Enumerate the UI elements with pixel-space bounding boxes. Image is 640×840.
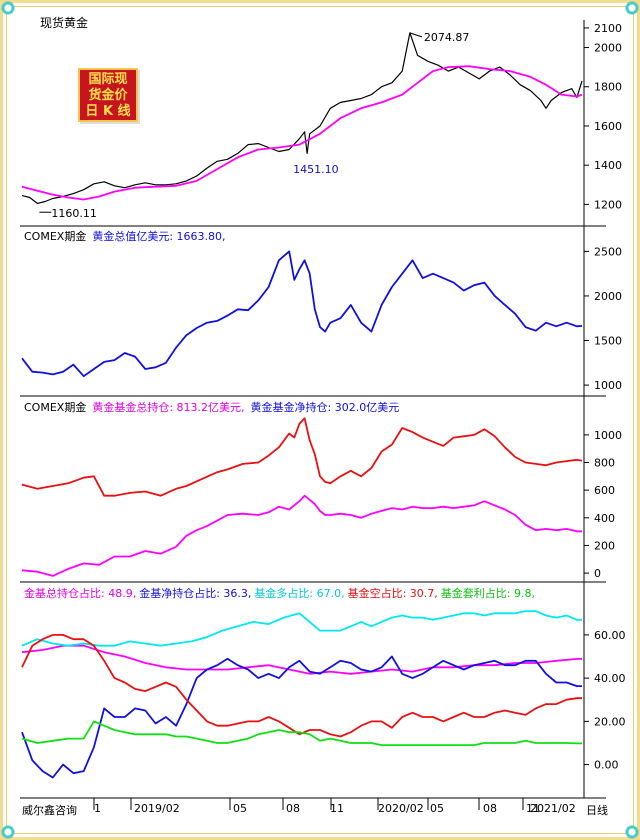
annotation-dip: 1451.10	[293, 163, 339, 176]
y-tick-label: 2000	[594, 290, 622, 303]
y-tick-label: 0	[594, 567, 601, 580]
y-tick-label: 2000	[594, 42, 622, 55]
y-tick-label: 0.00	[594, 759, 619, 772]
legend-short-ratio: 基金空占比: 30.7,	[347, 587, 438, 600]
y-tick-label: 800	[594, 457, 615, 470]
panel3-header-label: COMEX期金	[24, 401, 87, 414]
time-axis-footer: 威尔鑫咨询 日线	[20, 800, 608, 817]
y-tick-label: 1500	[594, 335, 622, 348]
corner-ornament	[624, 824, 640, 840]
x-tick-label: 05	[233, 802, 247, 815]
y-tick-label: 1000	[594, 379, 622, 392]
y-tick-label: 1600	[594, 120, 622, 133]
inner-frame	[6, 6, 634, 834]
y-tick-label: 2500	[594, 245, 622, 258]
x-tick-label: 2019/02	[134, 802, 180, 815]
x-tick-label: 08	[483, 802, 497, 815]
panel2-header-value: 黄金总值亿美元: 1663.80,	[92, 230, 226, 243]
badge-line: 货金价	[88, 88, 128, 103]
annotation-high: 2074.87	[424, 31, 470, 44]
panel3-header-total: 黄金基金总持仓: 813.2亿美元,	[92, 401, 245, 414]
series-line-cyan	[21, 610, 582, 647]
series-line-magenta	[21, 494, 582, 577]
y-tick-label: 400	[594, 512, 615, 525]
series-line-magenta	[21, 644, 582, 675]
corner-ornament	[0, 824, 16, 840]
panel3-header-net: 黄金基金净持仓: 302.0亿美元	[250, 401, 400, 414]
y-tick-label: 1800	[594, 81, 622, 94]
corner-ornament	[624, 0, 640, 16]
y-tick-label: 600	[594, 484, 615, 497]
x-tick-label: 2021/02	[530, 802, 576, 815]
panel2-header: COMEX期金 黄金总值亿美元: 1663.80,	[24, 228, 232, 244]
series-line-blue	[21, 655, 582, 779]
footer-period: 日线	[586, 804, 608, 817]
y-tick-label: 20.00	[594, 715, 626, 728]
x-tick-label: 11	[330, 802, 344, 815]
badge-line: 国际现	[88, 72, 128, 87]
series-line-green	[21, 720, 582, 746]
legend-long-ratio: 基金多占比: 67.0,	[254, 587, 345, 600]
legend-arb-ratio: 基金套利占比: 9.8,	[440, 587, 536, 600]
y-tick-label: 200	[594, 539, 615, 552]
x-tick-label: 1	[94, 802, 101, 815]
panel2-header-label: COMEX期金	[24, 230, 87, 243]
corner-ornament	[0, 0, 16, 16]
y-tick-label: 40.00	[594, 672, 626, 685]
x-tick-label: 05	[430, 802, 444, 815]
footer-source: 威尔鑫咨询	[22, 804, 77, 817]
y-tick-label: 2100	[594, 22, 622, 35]
series-line-black	[21, 32, 583, 204]
series-line-red	[21, 417, 583, 497]
panel4-header: 金基总持仓占比: 48.9, 金基净持仓占比: 36.3, 基金多占比: 67.0,…	[24, 585, 535, 601]
x-tick-label: 08	[286, 802, 300, 815]
series-line-blue	[21, 250, 583, 378]
annotation-leader	[409, 32, 423, 38]
annotation-low: 1160.11	[51, 207, 96, 220]
badge-line: 日 K 线	[85, 104, 131, 119]
chart-title: 现货黄金	[40, 16, 89, 30]
x-tick-label: 11	[526, 802, 540, 815]
series-line-red	[21, 634, 582, 738]
legend-total-ratio: 金基总持仓占比: 48.9,	[24, 587, 137, 600]
panel3-header: COMEX期金 黄金基金总持仓: 813.2亿美元, 黄金基金净持仓: 302.0亿…	[24, 399, 405, 415]
logo-badge: 国际现 货金价 日 K 线	[78, 68, 138, 122]
series-line-magenta	[21, 65, 583, 201]
x-tick-label: 2020/02	[378, 802, 424, 815]
y-tick-label: 1000	[594, 429, 622, 442]
y-tick-label: 1200	[594, 198, 622, 211]
y-tick-label: 60.00	[594, 629, 626, 642]
legend-net-ratio: 金基净持仓占比: 36.3,	[139, 587, 252, 600]
y-tick-label: 1400	[594, 159, 622, 172]
